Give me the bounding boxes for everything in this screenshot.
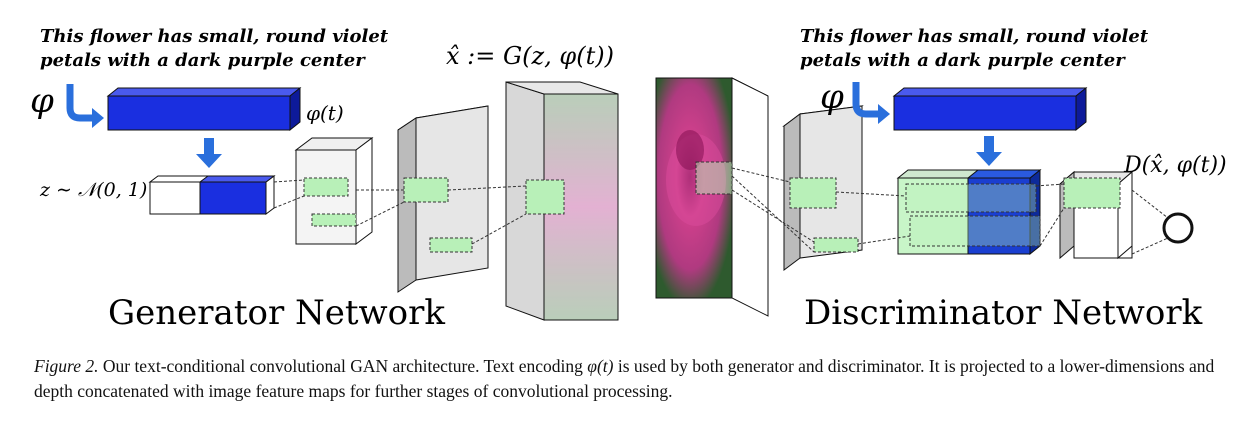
generator-section: This flower has small, round violet peta… xyxy=(30,26,619,330)
generator-feature-patch xyxy=(311,213,357,227)
caption-figure-label: Figure 2. xyxy=(34,356,99,376)
generator-feature-patch xyxy=(403,177,449,203)
discriminator-feature-patch xyxy=(695,161,733,195)
generator-text-embedding-block xyxy=(106,86,302,132)
generator-phi-t-label: φ(t) xyxy=(306,101,344,125)
discriminator-input-image xyxy=(655,77,769,317)
generator-phi-symbol: φ xyxy=(30,81,54,121)
generator-feature-map-1 xyxy=(294,137,374,245)
generator-noise-label: z ∼ 𝒩(0, 1) xyxy=(39,179,147,201)
discriminator-phi-arrow-icon xyxy=(852,82,880,118)
gan-architecture-diagram: This flower has small, round violet peta… xyxy=(30,26,1227,330)
discriminator-text-description-line2: petals with a dark purple center xyxy=(800,50,1126,71)
caption-text-part1: Our text-conditional convolutional GAN a… xyxy=(98,356,588,376)
discriminator-network-title: Discriminator Network xyxy=(804,293,1203,330)
discriminator-feature-patch xyxy=(905,183,1037,213)
figure-caption: Figure 2. Our text-conditional convoluti… xyxy=(34,354,1234,404)
generator-feature-patch xyxy=(303,177,349,197)
generator-network-title: Generator Network xyxy=(108,293,445,330)
discriminator-feature-patch xyxy=(1063,177,1121,209)
generator-text-description-line2: petals with a dark purple center xyxy=(40,50,366,71)
discriminator-phi-arrowhead-icon xyxy=(878,104,890,124)
generator-noise-concat-block xyxy=(148,175,276,215)
generator-output-image xyxy=(505,81,619,321)
generator-feature-map-2 xyxy=(397,105,489,293)
generator-feature-patch xyxy=(429,237,473,253)
discriminator-concat-block xyxy=(896,168,1042,256)
discriminator-output-node xyxy=(1162,212,1194,244)
discriminator-feature-map-1 xyxy=(782,105,864,271)
discriminator-down-arrow-shaft xyxy=(984,136,994,152)
discriminator-section: This flower has small, round violet peta… xyxy=(655,26,1227,330)
generator-feature-patch xyxy=(525,179,565,215)
generator-phi-arrow-icon xyxy=(66,84,94,122)
discriminator-feature-patch xyxy=(813,237,859,253)
discriminator-feature-patch xyxy=(789,177,837,209)
caption-phi-t: φ(t) xyxy=(587,356,614,376)
generator-phi-arrowhead-icon xyxy=(92,108,104,128)
discriminator-phi-symbol: φ xyxy=(820,77,844,117)
generator-down-arrow-shaft xyxy=(204,138,214,154)
generator-down-arrow-icon xyxy=(196,154,222,168)
discriminator-down-arrow-icon xyxy=(976,152,1002,166)
discriminator-feature-patch xyxy=(909,215,1041,247)
discriminator-text-description-line1: This flower has small, round violet xyxy=(800,26,1149,47)
discriminator-output-label: D(x̂, φ(t)) xyxy=(1123,153,1227,178)
generator-output-label: x̂ := G(z, φ(t)) xyxy=(446,42,614,70)
generator-text-description-line1: This flower has small, round violet xyxy=(40,26,389,47)
caption-text-part2: is used by both generator and discrimina… xyxy=(34,356,1215,401)
discriminator-text-embedding-block xyxy=(892,86,1088,132)
discriminator-final-feature-map xyxy=(1058,170,1134,260)
